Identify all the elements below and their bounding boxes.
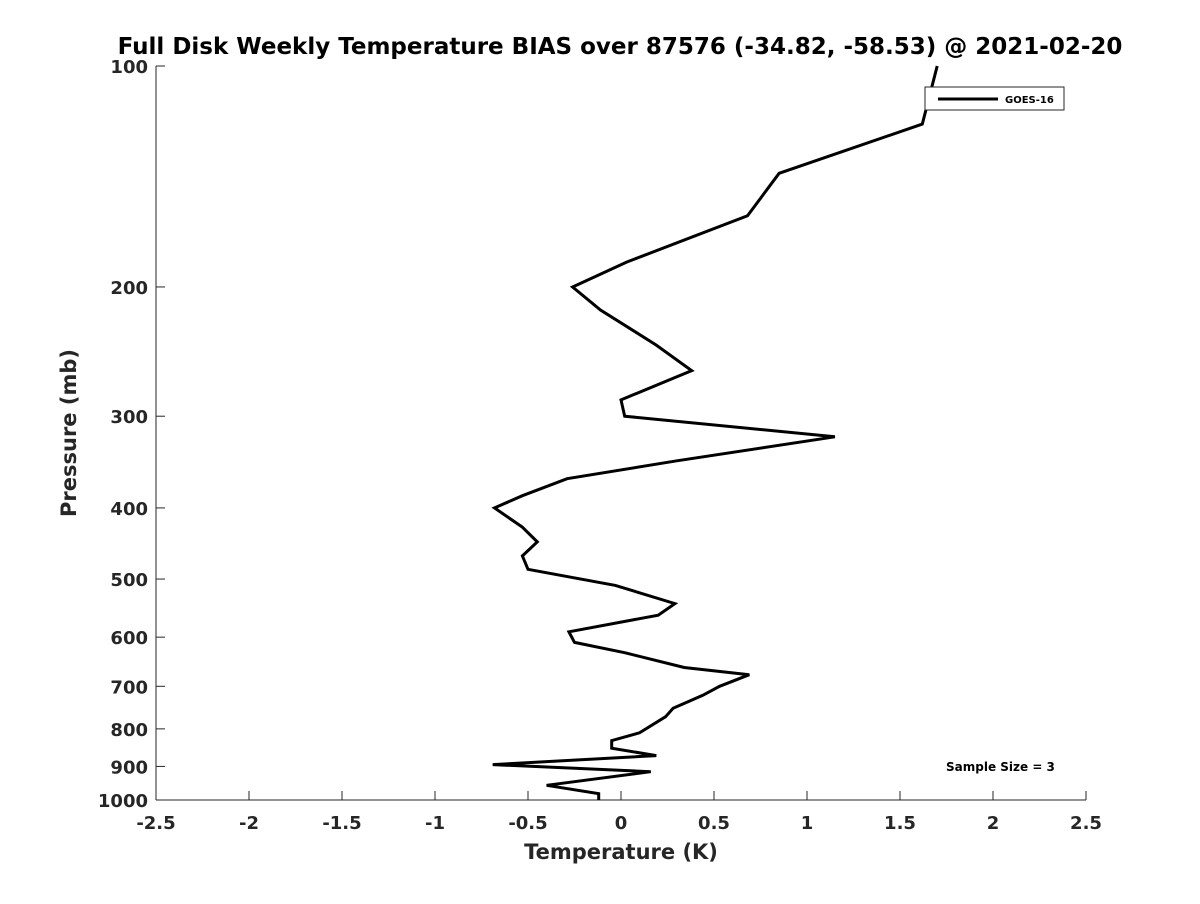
- x-tick-label: -2: [239, 813, 259, 834]
- legend: GOES-16: [924, 86, 1065, 111]
- y-tick-label: 300: [110, 407, 148, 428]
- y-tick-label: 600: [110, 628, 148, 649]
- series-line-0: [491, 65, 939, 800]
- x-tick-label: 2.5: [1070, 813, 1102, 834]
- x-tick-label: 0: [615, 813, 628, 834]
- legend-label-goes16: GOES-16: [1005, 95, 1054, 106]
- x-axis-label: Temperature (K): [524, 840, 718, 864]
- y-tick-label: 400: [110, 499, 148, 520]
- y-axis-label: Pressure (mb): [57, 349, 81, 517]
- series-layer: [491, 65, 939, 800]
- x-tick-label: -2.5: [136, 813, 175, 834]
- x-tick-label: 1.5: [884, 813, 916, 834]
- y-tick-label: 100: [110, 57, 148, 78]
- y-tick-label: 1000: [98, 791, 148, 812]
- sample-size-annotation: Sample Size = 3: [946, 760, 1055, 774]
- y-ticks: 100 200 300 400 500 600 700 800 900 1000: [98, 57, 165, 812]
- x-tick-label: 0.5: [698, 813, 730, 834]
- x-tick-label: -1: [425, 813, 445, 834]
- chart-title: Full Disk Weekly Temperature BIAS over 8…: [118, 34, 1123, 60]
- x-tick-label: 2: [987, 813, 1000, 834]
- y-tick-label: 700: [110, 677, 148, 698]
- x-ticks: -2.5 -2 -1.5 -1 -0.5 0 0.5 1 1.5 2 2.5: [136, 791, 1102, 834]
- y-tick-label: 800: [110, 720, 148, 741]
- y-tick-label: 500: [110, 570, 148, 591]
- x-tick-label: -1.5: [322, 813, 361, 834]
- x-tick-label: 1: [801, 813, 814, 834]
- y-tick-label: 200: [110, 278, 148, 299]
- y-tick-label: 900: [110, 757, 148, 778]
- x-tick-label: -0.5: [508, 813, 547, 834]
